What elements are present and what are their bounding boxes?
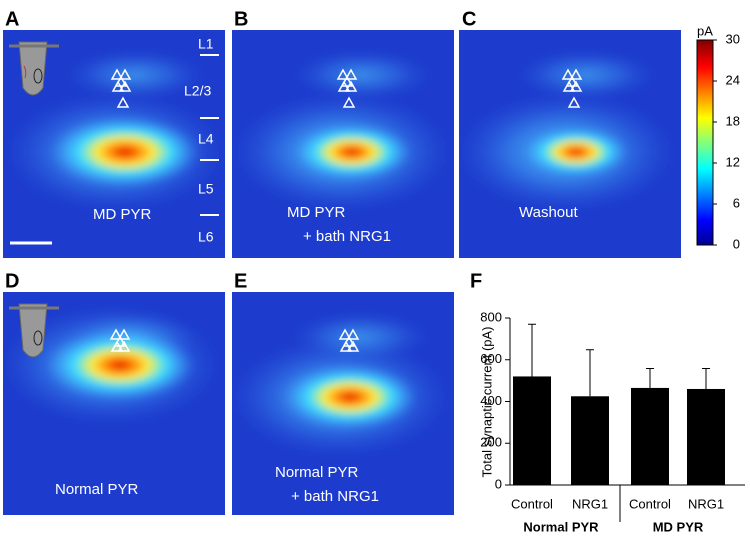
cell-marker	[339, 340, 353, 352]
panel-letter: C	[462, 8, 476, 30]
heatmap-blobs	[5, 50, 225, 212]
panel-label: Washout	[519, 204, 578, 221]
heatmap	[232, 292, 454, 515]
heatmap	[232, 30, 454, 258]
blob	[290, 312, 430, 362]
colorbar-tick-label: 12	[726, 154, 740, 169]
panel-label: MD PYR	[93, 206, 152, 223]
blob	[50, 117, 200, 187]
bar	[631, 387, 669, 485]
blob	[292, 124, 412, 180]
mouse-eye	[33, 68, 43, 84]
panel-letter: A	[5, 8, 19, 30]
panel-letter: F	[470, 270, 482, 292]
layer-label: L1	[198, 36, 214, 52]
cell-marker	[562, 80, 576, 92]
cell-marker	[561, 68, 575, 80]
x-tick-label: Control	[629, 496, 671, 511]
cell-marker	[346, 340, 360, 352]
heatmap-blobs	[3, 305, 220, 425]
layer-label: L4	[198, 131, 214, 147]
cell-marker	[117, 328, 131, 340]
cell-marker	[344, 80, 358, 92]
panel-letter: B	[234, 8, 248, 30]
cell-marker	[111, 80, 125, 92]
panel-label: Normal PYR	[275, 464, 359, 481]
cell-marker	[110, 340, 124, 352]
cell-marker	[116, 96, 130, 108]
cell-marker	[342, 96, 356, 108]
panel-letter: E	[234, 270, 247, 292]
panel-label: + bath NRG1	[303, 228, 391, 245]
heatmap-blobs	[232, 50, 452, 212]
heatmap	[3, 30, 225, 258]
cell-marker	[338, 328, 352, 340]
heatmap-blobs	[232, 312, 450, 457]
cell-marker	[344, 68, 358, 80]
panel-label: Normal PYR	[55, 481, 139, 498]
blob	[523, 127, 629, 177]
mouse-head	[18, 41, 48, 96]
y-axis-label: Total synaptic current (pA)	[479, 326, 494, 477]
cell-marker	[337, 80, 351, 92]
group-label: Normal PYR	[523, 519, 599, 534]
cell-marker	[118, 80, 132, 92]
cell-marker	[567, 96, 581, 108]
y-tick-label: 200	[480, 435, 502, 450]
colorbar-unit: pA	[697, 23, 713, 38]
cell-marker	[346, 328, 360, 340]
colorbar	[696, 39, 714, 246]
mouse-eye	[33, 330, 43, 346]
blob	[65, 50, 205, 100]
y-tick-label: 400	[480, 393, 502, 408]
layer-label: L2/3	[184, 83, 211, 99]
group-label: MD PYR	[653, 519, 704, 534]
mouse-head	[18, 303, 48, 358]
blob	[292, 50, 432, 100]
mouse-eye-closed	[23, 65, 27, 79]
heatmap	[3, 292, 225, 515]
bar	[687, 388, 725, 485]
cell-marker	[118, 68, 132, 80]
heatmap-blobs	[459, 50, 676, 212]
y-tick-label: 0	[495, 476, 502, 491]
cell-marker	[109, 328, 123, 340]
x-tick-label: NRG1	[572, 496, 608, 511]
blob	[45, 330, 195, 400]
panel-letter: D	[5, 270, 19, 292]
colorbar-tick-label: 24	[726, 72, 740, 87]
colorbar-tick-label: 6	[733, 195, 740, 210]
blob	[282, 365, 418, 429]
x-tick-label: Control	[511, 496, 553, 511]
colorbar-tick-label: 0	[733, 236, 740, 251]
colorbar-tick-label: 30	[726, 31, 740, 46]
y-tick-label: 800	[480, 309, 502, 324]
layer-label: L5	[198, 181, 214, 197]
panel-label: MD PYR	[287, 204, 346, 221]
cell-marker	[569, 68, 583, 80]
cell-marker	[117, 340, 131, 352]
blob	[516, 50, 656, 100]
mouse-icon	[9, 41, 59, 96]
heatmap	[459, 30, 681, 258]
bar	[513, 376, 551, 485]
cell-marker	[569, 80, 583, 92]
bar	[571, 396, 609, 485]
mouse-icon	[9, 303, 59, 358]
cell-marker	[110, 68, 124, 80]
x-tick-label: NRG1	[688, 496, 724, 511]
y-tick-label: 600	[480, 351, 502, 366]
panel-label: + bath NRG1	[291, 488, 379, 505]
layer-label: L6	[198, 229, 214, 245]
colorbar-tick-label: 18	[726, 113, 740, 128]
cell-marker	[336, 68, 350, 80]
